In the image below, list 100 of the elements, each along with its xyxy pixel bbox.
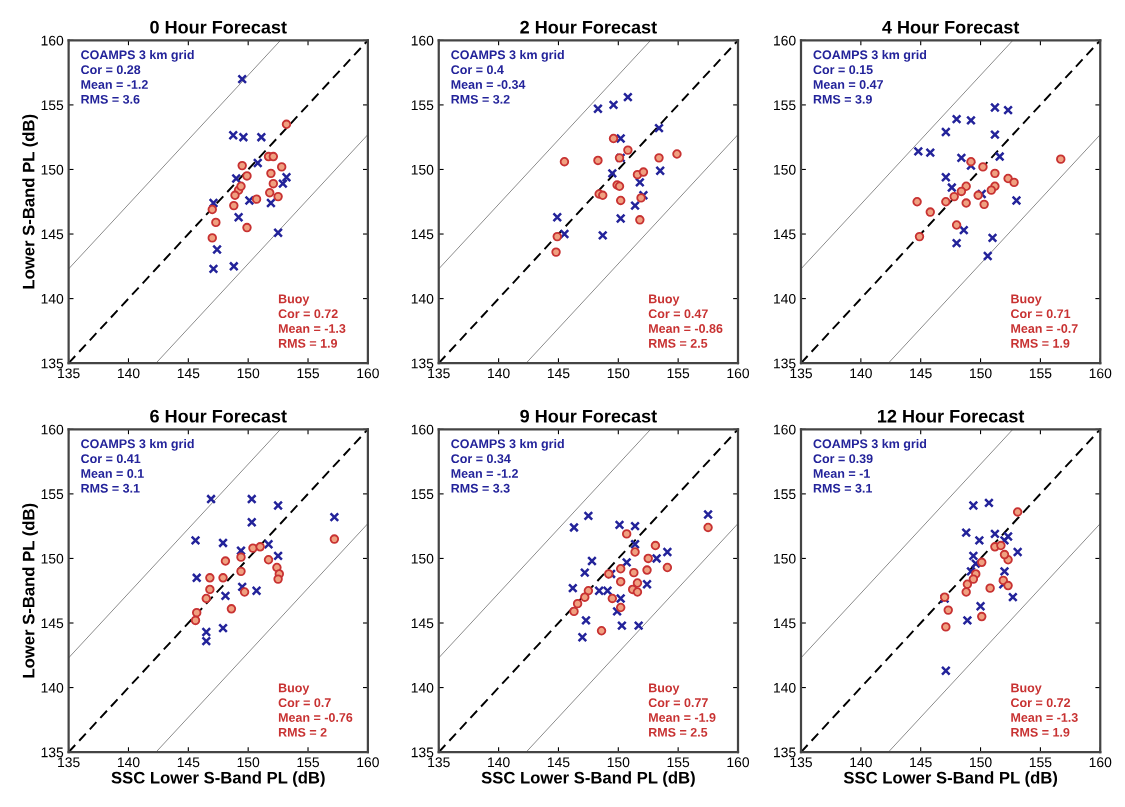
y-tick-label: 150	[411, 553, 434, 564]
x-tick-label: 155	[1029, 368, 1052, 379]
x-axis-title: SSC Lower S-Band PL (dB)	[111, 771, 325, 787]
y-tick-label: 145	[774, 229, 796, 240]
y-tick-label: 140	[411, 293, 434, 304]
x-tick-label: 145	[910, 368, 932, 379]
y-tick-label: 145	[41, 618, 64, 629]
x-tick-label: 140	[488, 368, 510, 379]
x-tick-label: 135	[58, 757, 80, 768]
y-axis-title: Lower S-Band PL (dB)	[22, 114, 38, 289]
y-axis-title: Lower S-Band PL (dB)	[22, 503, 38, 678]
y-tick-label: 155	[41, 489, 64, 500]
y-tick-label: 135	[41, 358, 64, 369]
text: Buoy	[1011, 683, 1042, 695]
y-tick-label: 140	[774, 293, 796, 304]
x-tick-label: 140	[850, 368, 872, 379]
y-tick-label: 150	[774, 553, 796, 564]
annotation: Cor = 0.41 Mean = 0.1 RMS = 3.1	[81, 454, 144, 493]
x-tick-label: 140	[117, 757, 140, 768]
text: Buoy	[649, 294, 680, 306]
y-tick-label: 150	[41, 164, 64, 175]
x-axis-title: SSC Lower S-Band PL (dB)	[843, 771, 1058, 787]
annotation: Cor = 0.77 Mean = -1.9 RMS = 2.5	[648, 698, 716, 737]
annotation: Cor = 0.72 Mean = -1.3 RMS = 1.9	[1010, 698, 1078, 737]
text: COAMPS 3 km grid	[451, 439, 564, 451]
x-tick-label: 135	[428, 757, 450, 768]
y-tick-label: 155	[774, 100, 796, 111]
y-tick-label: 155	[41, 100, 64, 111]
y-tick-label: 140	[411, 682, 434, 693]
x-tick-label: 160	[1089, 757, 1112, 768]
y-tick-label: 140	[41, 682, 64, 693]
chart-title: 12 Hour Forecast	[878, 409, 1025, 423]
x-tick-label: 160	[1089, 368, 1112, 379]
y-tick-label: 140	[41, 293, 64, 304]
y-tick-label: 160	[41, 35, 64, 46]
y-tick-label: 150	[41, 553, 64, 564]
y-tick-label: 155	[411, 100, 434, 111]
x-tick-label: 160	[727, 368, 750, 379]
y-tick-label: 160	[411, 424, 434, 435]
text: Buoy	[278, 683, 310, 695]
annotation: Cor = 0.28 Mean = -1.2 RMS = 3.6	[81, 65, 148, 104]
x-tick-label: 155	[1029, 757, 1052, 768]
x-tick-label: 155	[297, 368, 320, 379]
y-tick-label: 135	[774, 358, 796, 369]
x-tick-label: 150	[237, 368, 260, 379]
x-tick-label: 145	[547, 368, 570, 379]
x-tick-label: 150	[970, 757, 992, 768]
x-tick-label: 140	[850, 757, 872, 768]
chart-title: 0 Hour Forecast	[150, 20, 287, 34]
annotation: Cor = 0.47 Mean = -0.86 RMS = 2.5	[648, 309, 723, 348]
text: COAMPS 3 km grid	[81, 50, 194, 62]
x-tick-label: 155	[667, 368, 690, 379]
y-tick-label: 135	[411, 358, 434, 369]
annotation: Cor = 0.34 Mean = -1.2 RMS = 3.3	[451, 454, 518, 493]
text: COAMPS 3 km grid	[813, 50, 927, 62]
x-tick-label: 160	[357, 368, 379, 379]
x-tick-label: 145	[547, 757, 570, 768]
x-axis-title: SSC Lower S-Band PL (dB)	[481, 771, 695, 787]
y-tick-label: 150	[774, 164, 796, 175]
text: COAMPS 3 km grid	[451, 50, 564, 62]
x-tick-label: 140	[488, 757, 510, 768]
x-tick-label: 150	[970, 368, 992, 379]
x-tick-label: 135	[428, 368, 450, 379]
y-tick-label: 145	[41, 229, 64, 240]
chart-title: 6 Hour Forecast	[150, 409, 287, 423]
x-tick-label: 145	[910, 757, 932, 768]
annotation: Cor = 0.4 Mean = -0.34 RMS = 3.2	[451, 65, 526, 104]
text: COAMPS 3 km grid	[81, 439, 194, 451]
annotation: Cor = 0.72 Mean = -1.3 RMS = 1.9	[278, 309, 346, 348]
annotation: Cor = 0.39 Mean = -1 RMS = 3.1	[813, 454, 873, 493]
y-tick-label: 160	[41, 424, 64, 435]
x-tick-label: 150	[237, 757, 260, 768]
y-tick-label: 145	[411, 229, 434, 240]
x-tick-label: 155	[297, 757, 320, 768]
y-tick-label: 145	[411, 618, 434, 629]
chart-title: 9 Hour Forecast	[520, 409, 657, 423]
x-tick-label: 135	[790, 757, 813, 768]
y-tick-label: 140	[774, 682, 796, 693]
x-tick-label: 150	[607, 368, 630, 379]
chart-title: 2 Hour Forecast	[520, 20, 657, 34]
x-tick-label: 135	[790, 368, 813, 379]
y-tick-label: 135	[41, 747, 64, 758]
y-tick-label: 160	[774, 35, 796, 46]
annotation: Cor = 0.71 Mean = -0.7 RMS = 1.9	[1010, 309, 1078, 348]
x-tick-label: 135	[58, 368, 80, 379]
text: Buoy	[1011, 294, 1042, 306]
text: Buoy	[649, 683, 680, 695]
y-tick-label: 145	[774, 618, 796, 629]
chart-title: 4 Hour Forecast	[882, 20, 1020, 34]
y-tick-label: 135	[774, 747, 796, 758]
y-tick-label: 155	[774, 489, 796, 500]
y-tick-label: 155	[411, 489, 434, 500]
y-tick-label: 150	[411, 164, 434, 175]
x-tick-label: 140	[117, 368, 140, 379]
x-tick-label: 150	[607, 757, 630, 768]
y-tick-label: 160	[774, 424, 796, 435]
x-tick-label: 160	[727, 757, 750, 768]
y-tick-label: 135	[411, 747, 434, 758]
x-tick-label: 160	[357, 757, 379, 768]
x-tick-label: 145	[177, 368, 200, 379]
